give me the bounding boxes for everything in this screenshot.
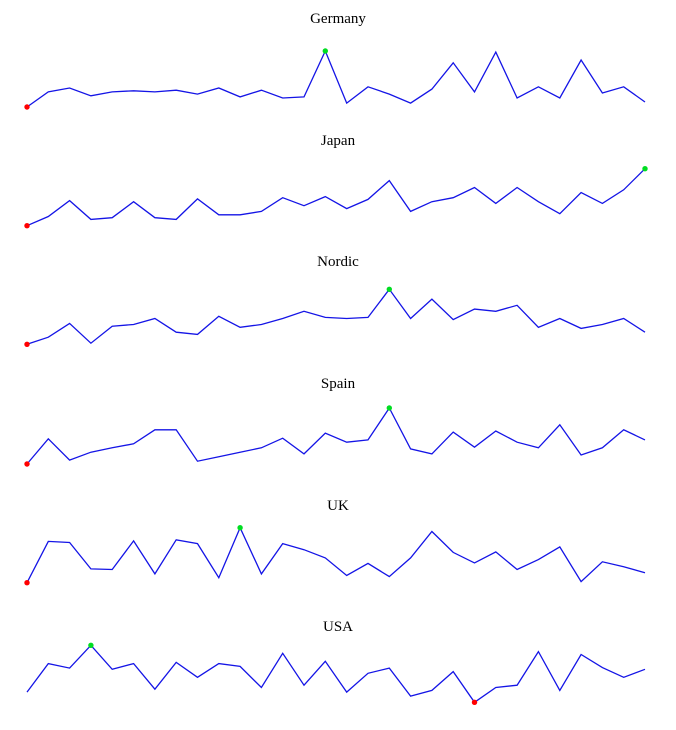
panel-title-uk: UK [327, 498, 349, 514]
series-line [26, 168, 646, 227]
max-marker-dot [386, 286, 392, 292]
min-marker-dot [24, 580, 30, 586]
sparkline-japan [24, 166, 648, 229]
max-marker-dot [88, 642, 94, 648]
min-marker-dot [24, 104, 30, 110]
sparkline-germany [24, 48, 646, 110]
sparkline-uk [24, 525, 646, 586]
panel-title-nordic: Nordic [317, 254, 359, 270]
series-line [26, 288, 646, 345]
sparkline-usa [26, 642, 646, 705]
max-marker-dot [237, 525, 243, 531]
max-marker-dot [642, 166, 648, 172]
max-marker-dot [386, 405, 392, 411]
sparkline-spain [24, 405, 646, 467]
series-line [26, 644, 646, 704]
panel-title-japan: Japan [320, 133, 356, 149]
series-line [26, 49, 646, 108]
series-line [26, 406, 646, 465]
panel-title-spain: Spain [320, 376, 356, 392]
min-marker-dot [24, 461, 30, 467]
min-marker-dot [24, 341, 30, 347]
series-line [26, 526, 646, 583]
min-marker-dot [24, 223, 30, 229]
panel-title-usa: USA [322, 619, 353, 635]
min-marker-dot [471, 699, 478, 705]
max-marker-dot [322, 48, 328, 54]
panel-title-germany: Germany [310, 11, 366, 27]
sparkline-nordic [24, 286, 646, 347]
